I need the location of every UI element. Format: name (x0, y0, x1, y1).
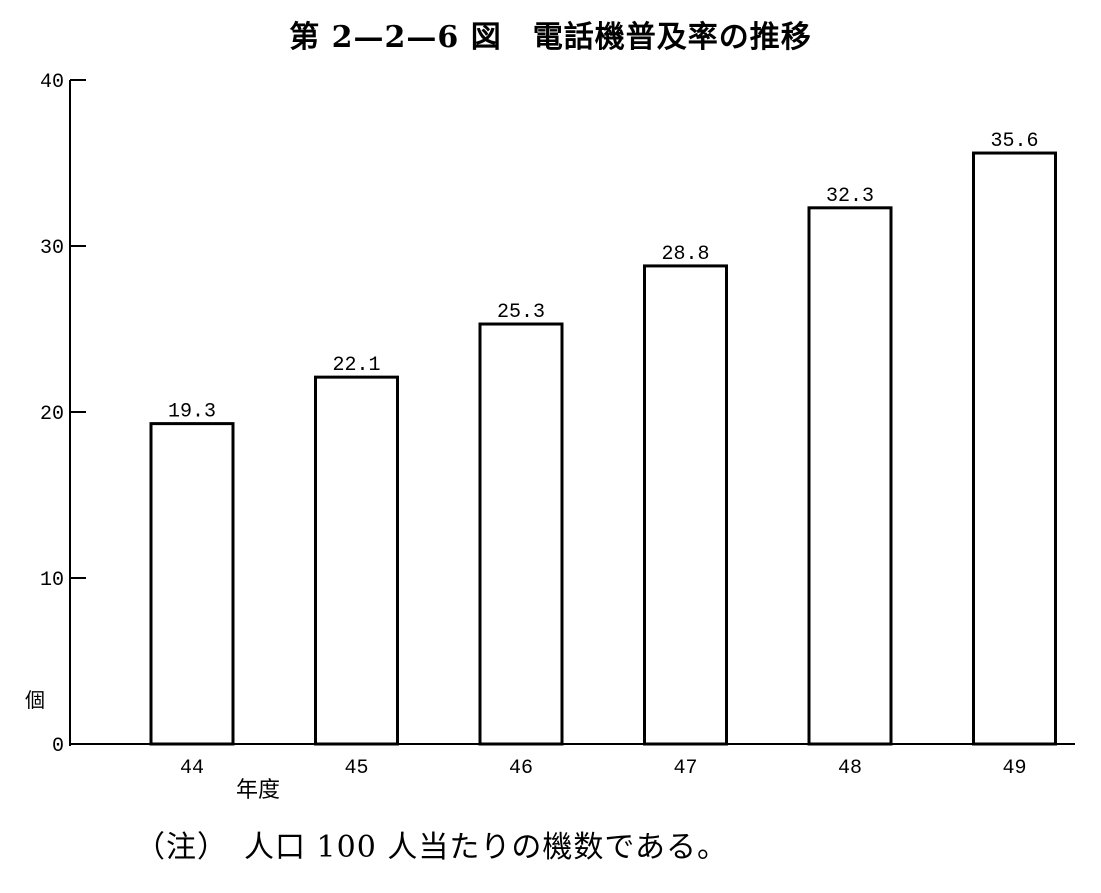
bar (807, 206, 893, 746)
bar-value-label: 22.1 (332, 354, 380, 377)
x-tick-label: 48 (838, 757, 862, 780)
bars: 19.3 44 22.1 45 25.3 46 28.8 47 32.3 48 35.6 49 (149, 130, 1057, 780)
bar (149, 422, 235, 746)
x-axis-label: 年度 (236, 778, 281, 803)
bar (314, 375, 399, 746)
bar (478, 322, 564, 746)
y-tick-label: 30 (40, 237, 64, 260)
chart-title: 第 2—2—6 図 電話機普及率の推移 (289, 20, 812, 55)
y-axis-unit-label: 個 (25, 688, 45, 712)
bar (643, 264, 728, 746)
y-tick-label: 20 (40, 403, 64, 426)
x-tick-label: 44 (180, 757, 204, 780)
bar-value-label: 25.3 (497, 301, 545, 324)
axes: 0 10 20 30 40 (40, 71, 1075, 758)
footnote: （注） 人口 100 人当たりの機数である。 (135, 830, 729, 865)
bar-value-label: 19.3 (168, 401, 216, 424)
x-tick-label: 45 (344, 757, 368, 780)
y-tick-label: 10 (40, 569, 64, 592)
y-tick-label: 40 (40, 71, 64, 94)
x-tick-label: 47 (673, 757, 697, 780)
bar-value-label: 35.6 (990, 130, 1038, 153)
x-tick-label: 49 (1002, 757, 1026, 780)
bar-value-label: 28.8 (661, 243, 709, 266)
x-tick-label: 46 (509, 757, 533, 780)
bar (972, 151, 1057, 746)
bar-value-label: 32.3 (826, 185, 874, 208)
y-tick-label: 0 (52, 735, 64, 758)
